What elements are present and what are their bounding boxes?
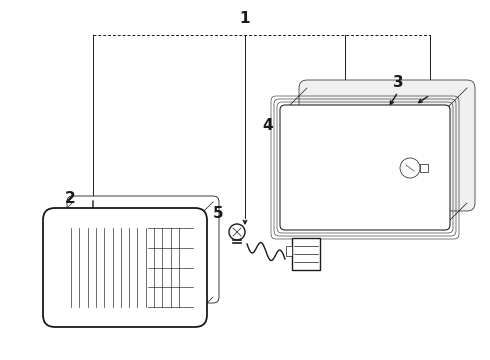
Bar — [286, 246, 292, 256]
Text: 1: 1 — [240, 10, 250, 26]
Bar — [292, 238, 320, 270]
Text: 4: 4 — [263, 117, 273, 132]
Text: 2: 2 — [65, 190, 75, 206]
FancyBboxPatch shape — [280, 105, 450, 230]
Text: 5: 5 — [213, 206, 223, 220]
Text: 3: 3 — [392, 75, 403, 90]
Circle shape — [229, 224, 245, 240]
FancyBboxPatch shape — [67, 196, 219, 303]
FancyBboxPatch shape — [299, 80, 475, 211]
FancyBboxPatch shape — [294, 119, 436, 216]
Bar — [420, 164, 428, 172]
Circle shape — [400, 158, 420, 178]
FancyBboxPatch shape — [43, 208, 207, 327]
